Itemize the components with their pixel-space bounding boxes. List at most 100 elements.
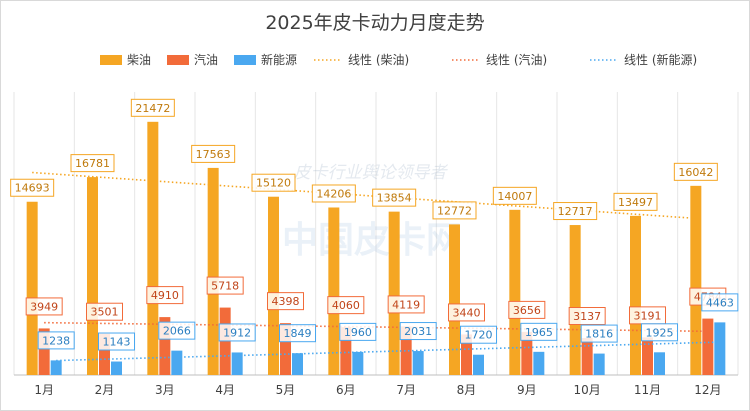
x-tick-label: 4月 xyxy=(215,383,235,397)
data-label-新能源-4月: 1912 xyxy=(218,323,256,342)
x-tick-label: 10月 xyxy=(574,383,601,397)
data-labels: 14693 16781 21472 17563 15120 14206 13854 12772… xyxy=(10,98,739,351)
data-label-柴油-6月: 14206 xyxy=(311,184,356,203)
data-label-柴油-8月: 12772 xyxy=(432,201,477,220)
svg-text:15120: 15120 xyxy=(256,177,291,190)
bar-新能源-8月 xyxy=(473,354,484,375)
data-label-汽油-11月: 3191 xyxy=(629,306,666,325)
bar-汽油-5月 xyxy=(280,323,291,375)
legend-trend-label-0: 线性 (柴油) xyxy=(348,53,409,67)
svg-text:1816: 1816 xyxy=(585,328,613,341)
legend-label-0: 柴油 xyxy=(127,53,151,67)
data-label-柴油-4月: 17563 xyxy=(191,144,236,163)
x-tick-label: 12月 xyxy=(694,383,721,397)
svg-text:14007: 14007 xyxy=(497,190,532,203)
svg-text:3137: 3137 xyxy=(573,310,601,323)
bar-汽油-3月 xyxy=(159,317,171,375)
data-label-柴油-10月: 12717 xyxy=(553,202,598,221)
svg-text:3191: 3191 xyxy=(634,309,662,322)
data-label-新能源-12月: 4463 xyxy=(701,293,739,312)
x-tick-label: 9月 xyxy=(517,383,537,397)
x-axis: 1月 2月 3月 4月 5月 6月 7月 8月 9月 10月 11月 12月 xyxy=(34,383,721,397)
chart-title: 2025年皮卡动力月度走势 xyxy=(265,12,484,34)
bar-柴油-4月 xyxy=(207,167,219,375)
bar-柴油-5月 xyxy=(268,196,279,375)
legend-label-1: 汽油 xyxy=(194,52,218,67)
trendline-新能源 xyxy=(56,341,720,362)
svg-text:12772: 12772 xyxy=(437,204,472,217)
bar-新能源-1月 xyxy=(50,360,62,375)
svg-text:5718: 5718 xyxy=(211,280,239,293)
bar-汽油-2月 xyxy=(99,333,110,375)
svg-text:4463: 4463 xyxy=(706,296,734,309)
data-label-新能源-7月: 2031 xyxy=(399,322,437,341)
x-tick-label: 11月 xyxy=(634,383,661,397)
data-label-汽油-4月: 5718 xyxy=(206,276,244,295)
svg-text:4119: 4119 xyxy=(392,298,420,311)
data-label-汽油-8月: 3440 xyxy=(448,303,485,322)
svg-text:21472: 21472 xyxy=(135,102,170,115)
bar-新能源-6月 xyxy=(352,351,364,375)
bar-柴油-1月 xyxy=(26,201,38,375)
bar-新能源-3月 xyxy=(171,350,183,375)
x-tick-label: 8月 xyxy=(457,383,477,397)
legend-trend-label-2: 线性 (新能源) xyxy=(624,52,697,67)
svg-text:2066: 2066 xyxy=(163,325,191,338)
data-label-柴油-9月: 14007 xyxy=(492,186,537,205)
svg-text:1912: 1912 xyxy=(223,326,251,339)
legend-swatch-2 xyxy=(234,55,256,65)
bars xyxy=(26,121,726,376)
bar-汽油-8月 xyxy=(461,334,472,375)
data-label-新能源-10月: 1816 xyxy=(580,324,618,343)
svg-text:3501: 3501 xyxy=(91,306,119,319)
bar-新能源-7月 xyxy=(412,351,424,375)
watermark: 皮卡行业舆论领导者 中国皮卡网 xyxy=(282,163,462,261)
bar-柴油-6月 xyxy=(328,207,340,375)
bar-柴油-11月 xyxy=(630,215,641,375)
bar-新能源-2月 xyxy=(111,361,122,375)
svg-text:1849: 1849 xyxy=(284,327,312,340)
svg-text:1925: 1925 xyxy=(646,326,674,339)
svg-text:4398: 4398 xyxy=(272,295,300,308)
x-tick-label: 1月 xyxy=(34,383,54,397)
bar-新能源-11月 xyxy=(654,352,665,375)
svg-text:1720: 1720 xyxy=(465,329,493,342)
svg-text:3440: 3440 xyxy=(453,306,481,319)
bar-汽油-6月 xyxy=(340,327,352,375)
data-label-汽油-9月: 3656 xyxy=(508,300,546,319)
data-label-汽油-5月: 4398 xyxy=(267,292,304,311)
svg-text:12717: 12717 xyxy=(558,205,593,218)
svg-text:17563: 17563 xyxy=(196,148,231,161)
data-label-汽油-7月: 4119 xyxy=(387,295,425,314)
bar-汽油-10月 xyxy=(581,338,593,375)
watermark-slogan: 皮卡行业舆论领导者 xyxy=(294,163,449,183)
svg-text:4910: 4910 xyxy=(151,289,179,302)
data-label-新能源-5月: 1849 xyxy=(279,324,316,343)
bar-柴油-7月 xyxy=(388,211,400,375)
legend-trend-label-1: 线性 (汽油) xyxy=(486,52,547,67)
data-label-柴油-3月: 21472 xyxy=(130,98,175,117)
svg-text:13497: 13497 xyxy=(618,196,653,209)
data-label-汽油-10月: 3137 xyxy=(568,307,606,326)
data-label-柴油-1月: 14693 xyxy=(10,178,55,197)
bar-新能源-4月 xyxy=(231,352,243,375)
bar-新能源-9月 xyxy=(533,351,545,375)
data-label-柴油-2月: 16781 xyxy=(70,154,115,173)
bar-新能源-5月 xyxy=(292,353,303,375)
svg-text:2031: 2031 xyxy=(404,325,432,338)
svg-text:1965: 1965 xyxy=(525,326,553,339)
bar-汽油-1月 xyxy=(38,328,50,375)
data-label-新能源-6月: 1960 xyxy=(339,322,377,341)
watermark-logo: 中国皮卡网 xyxy=(282,220,462,261)
data-label-柴油-12月: 16042 xyxy=(673,162,718,181)
x-tick-label: 7月 xyxy=(396,383,416,397)
svg-text:13854: 13854 xyxy=(377,192,412,205)
svg-text:1238: 1238 xyxy=(42,334,70,347)
svg-text:3656: 3656 xyxy=(513,304,541,317)
data-label-新能源-3月: 2066 xyxy=(158,321,196,340)
bar-汽油-7月 xyxy=(400,326,412,375)
bar-柴油-2月 xyxy=(87,177,98,375)
data-label-新能源-1月: 1238 xyxy=(37,331,75,350)
svg-text:14693: 14693 xyxy=(15,182,50,195)
